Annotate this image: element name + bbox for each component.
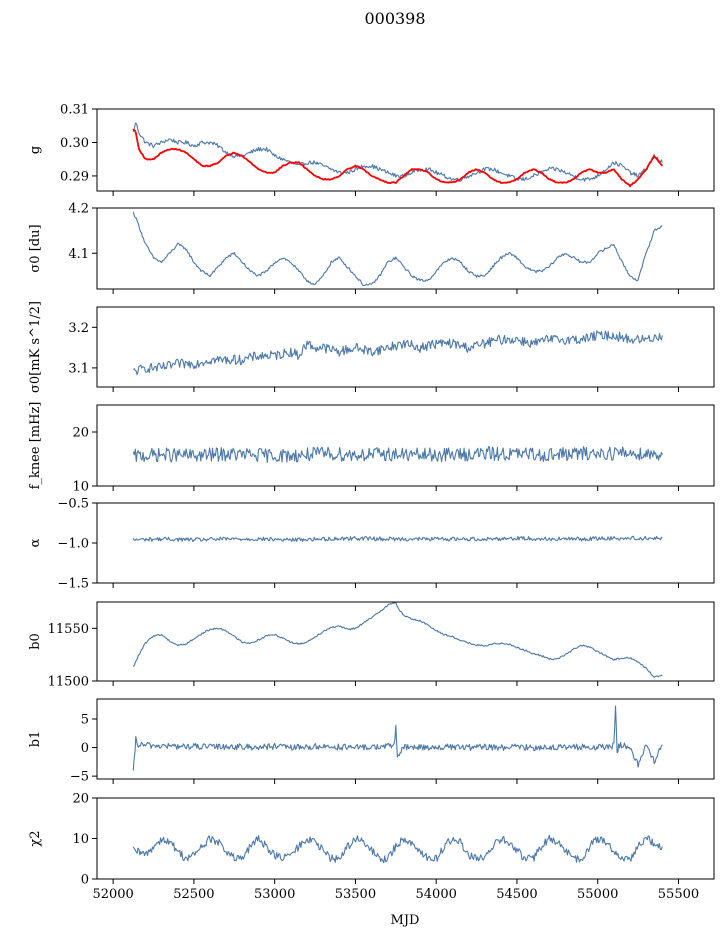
y-tick-label: 0.31 bbox=[60, 103, 89, 118]
y-tick-label: 0.30 bbox=[60, 136, 89, 151]
axes-frame bbox=[96, 108, 715, 192]
series-line bbox=[132, 446, 663, 463]
y-tick-label: 11500 bbox=[48, 675, 89, 690]
y-axis-title: σ0[mK s^1/2] bbox=[28, 301, 43, 393]
axes-frame bbox=[96, 698, 715, 780]
y-tick-label: 0 bbox=[81, 741, 89, 756]
series-line bbox=[133, 330, 663, 376]
x-tick-label: 55500 bbox=[658, 887, 699, 902]
series-line bbox=[132, 535, 663, 543]
axes-frame bbox=[96, 601, 715, 682]
series-line bbox=[132, 128, 664, 188]
y-tick-label: 4.1 bbox=[68, 247, 89, 262]
x-axis-title: MJD bbox=[391, 913, 420, 928]
panel-b0: 11500 11550 b0 bbox=[28, 601, 715, 690]
y-tick-label: −0.5 bbox=[57, 497, 89, 512]
y-tick-label: 10 bbox=[72, 480, 89, 495]
x-tick-label: 53500 bbox=[335, 887, 376, 902]
x-tick-label: 53000 bbox=[254, 887, 295, 902]
panel-chi2: 0 10 20 52000 52500 53000 53500 54000 54500 55000… bbox=[28, 792, 715, 902]
panel-b1: −5 0 5 b1 bbox=[28, 698, 715, 785]
panel-sigma0-du: 4.1 4.2 σ0 [du] bbox=[28, 202, 715, 294]
y-tick-label: −1.5 bbox=[57, 577, 89, 592]
y-axis-title: f_knee [mHz] bbox=[28, 402, 43, 490]
y-tick-label: 20 bbox=[72, 792, 89, 807]
y-tick-label: 0.29 bbox=[60, 169, 89, 184]
y-axis-title: g bbox=[28, 146, 43, 154]
axes-frame bbox=[96, 797, 715, 880]
panel-alpha: −1.5 −1.0 −0.5 α bbox=[28, 497, 715, 592]
y-tick-label: 20 bbox=[72, 426, 89, 441]
y-tick-label: 3.1 bbox=[68, 361, 89, 376]
panel-f-knee: 10 20 f_knee [mHz] bbox=[28, 402, 715, 495]
axes-frame bbox=[96, 306, 715, 388]
series-line bbox=[132, 602, 663, 678]
series-line bbox=[132, 211, 663, 287]
y-axis-title: b0 bbox=[28, 633, 43, 650]
y-axis-title: α bbox=[28, 538, 43, 547]
y-axis-title: σ0 [du] bbox=[28, 224, 43, 272]
y-tick-label: −1.0 bbox=[57, 537, 89, 552]
y-tick-label: −5 bbox=[70, 770, 89, 785]
y-tick-label: 3.2 bbox=[68, 321, 89, 336]
y-tick-label: 5 bbox=[81, 713, 89, 728]
panels: 0.29 0.30 0.31 g 4.1 4.2 σ0 [du] 3.1 3.2 σ0[mK s^… bbox=[28, 103, 715, 902]
figure-title: 000398 bbox=[364, 9, 425, 28]
axes-frame bbox=[96, 207, 715, 290]
panel-g: 0.29 0.30 0.31 g bbox=[28, 103, 715, 196]
x-tick-label: 52000 bbox=[92, 887, 133, 902]
series-line bbox=[132, 122, 663, 182]
y-tick-label: 4.2 bbox=[68, 202, 89, 217]
x-tick-label: 54000 bbox=[416, 887, 457, 902]
y-axis-title: χ2 bbox=[28, 830, 43, 846]
panel-sigma0-mK: 3.1 3.2 σ0[mK s^1/2] bbox=[28, 301, 715, 393]
y-tick-label: 0 bbox=[81, 873, 89, 888]
series-line bbox=[132, 705, 663, 771]
y-axis-title: b1 bbox=[28, 731, 43, 748]
axes-frame bbox=[96, 502, 715, 584]
y-tick-label: 11550 bbox=[48, 622, 89, 637]
x-tick-label: 52500 bbox=[173, 887, 214, 902]
x-tick-label: 55000 bbox=[577, 887, 618, 902]
x-tick-label: 54500 bbox=[496, 887, 537, 902]
series-line bbox=[132, 834, 663, 864]
axes-frame bbox=[96, 404, 715, 487]
y-tick-label: 10 bbox=[72, 832, 89, 847]
